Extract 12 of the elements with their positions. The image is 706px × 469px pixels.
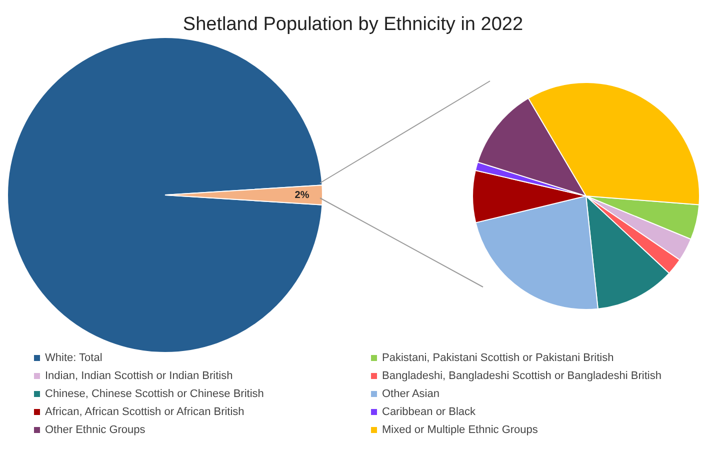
legend-label: Caribbean or Black <box>382 406 476 418</box>
legend-label: White: Total <box>45 352 102 364</box>
legend-label: Pakistani, Pakistani Scottish or Pakistani British <box>382 352 614 364</box>
legend-label: Bangladeshi, Bangladeshi Scottish or Bangladeshi British <box>382 370 662 382</box>
legend-label: Indian, Indian Scottish or Indian British <box>45 370 233 382</box>
legend-label: African, African Scottish or African British <box>45 406 244 418</box>
legend-label: Other Ethnic Groups <box>45 424 146 436</box>
legend-label: Mixed or Multiple Ethnic Groups <box>382 424 538 436</box>
legend-label: Other Asian <box>382 388 440 400</box>
chart-title: Shetland Population by Ethnicity in 2022 <box>182 14 524 36</box>
data-label: 2% <box>294 190 310 201</box>
legend-label: Chinese, Chinese Scottish or Chinese British <box>45 388 264 400</box>
